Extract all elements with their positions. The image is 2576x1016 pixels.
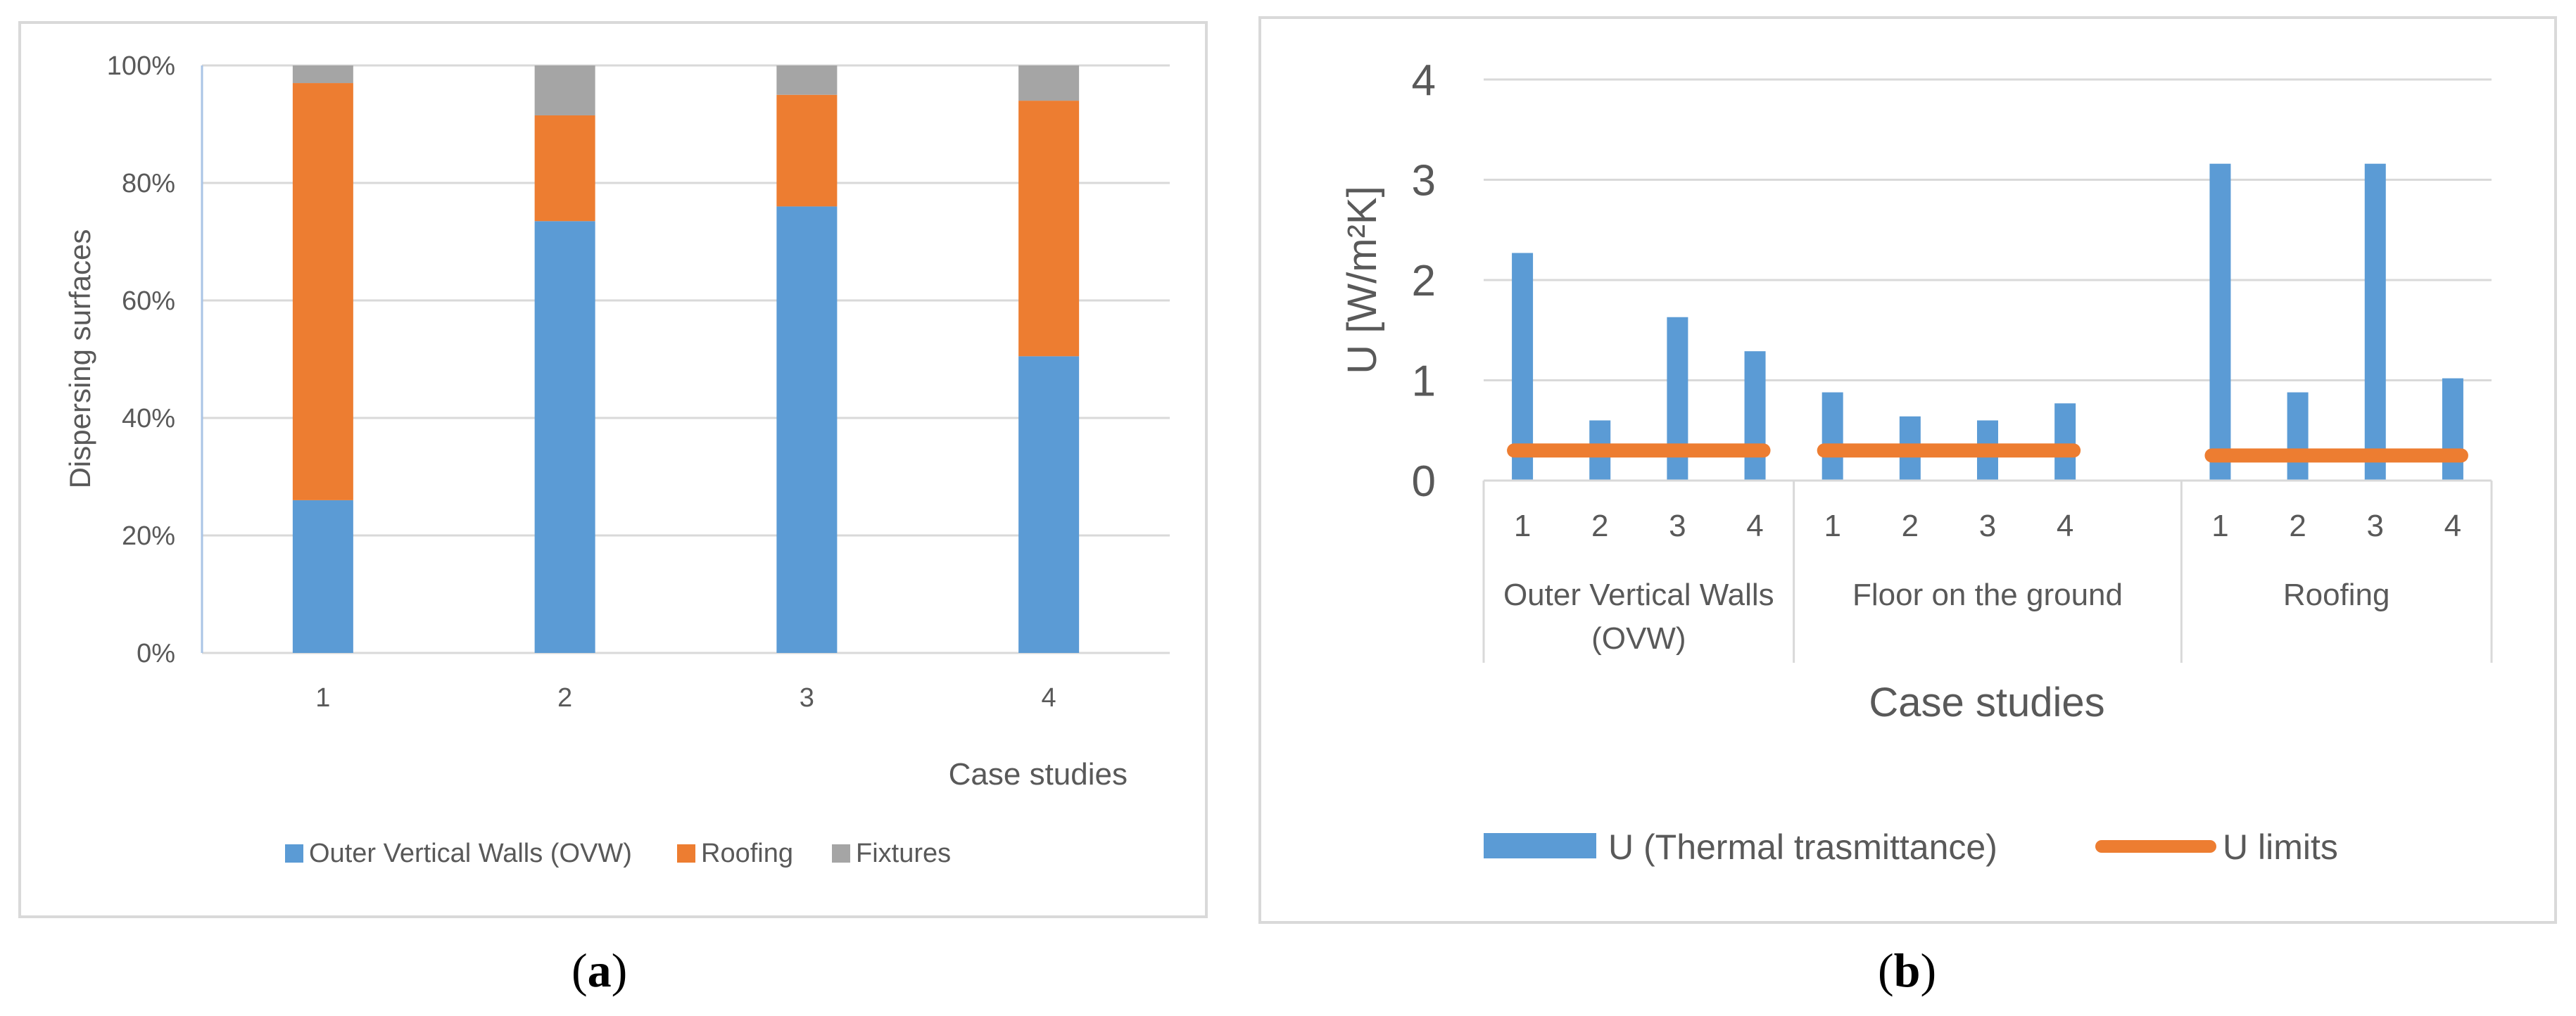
x-tick-label: 1	[315, 683, 330, 713]
u-bar	[2364, 163, 2386, 481]
bar-segment	[1018, 356, 1080, 653]
legend-swatch	[832, 844, 850, 863]
legend-swatch	[285, 844, 303, 863]
y-tick-label: 40%	[122, 404, 175, 433]
x-tick-label: 1	[2211, 509, 2228, 543]
x-tick-label: 3	[1979, 509, 1996, 543]
x-tick-label: 3	[2367, 509, 2384, 543]
x-tick-label: 3	[800, 683, 814, 713]
bar-segment	[534, 65, 595, 115]
x-tick-label: 2	[1902, 509, 1919, 543]
y-tick-label: 3	[1412, 157, 1436, 205]
bar-segment	[776, 94, 838, 207]
x-tick-label: 4	[1042, 683, 1056, 713]
bar-segment	[292, 83, 353, 500]
x-tick-label: 2	[2289, 509, 2306, 543]
x-tick-label: 4	[2444, 509, 2461, 543]
y-tick-label: 0%	[137, 639, 175, 668]
u-bar	[2209, 163, 2231, 481]
u-bar	[1512, 253, 1534, 481]
legend-swatch	[677, 844, 695, 863]
u-bar	[1744, 351, 1766, 481]
bar-segment	[776, 65, 838, 95]
group-label: Roofing	[2283, 578, 2390, 612]
x-tick-label: 4	[1746, 509, 1763, 543]
group-label: Outer Vertical Walls	[1503, 578, 1774, 612]
legend-label: U limits	[2223, 827, 2338, 867]
bar-segment	[534, 115, 595, 222]
bar-segment	[776, 206, 838, 653]
caption-a: (a)	[572, 944, 628, 997]
x-tick-label: 3	[1669, 509, 1686, 543]
y-tick-label: 4	[1412, 56, 1436, 105]
legend-label: Roofing	[701, 839, 793, 868]
y-tick-label: 0	[1412, 457, 1436, 506]
x-tick-label: 4	[2057, 509, 2073, 543]
caption-b: (b)	[1878, 944, 1937, 997]
x-tick-label: 2	[1591, 509, 1608, 543]
legend-swatch	[1484, 833, 1596, 858]
x-tick-label: 2	[557, 683, 572, 713]
u-bar	[2054, 403, 2076, 481]
chart-a-stacked-bar: 0% 20% 40% 60% 80% 100% 1 2 3 4 Case studies Disper…	[63, 51, 1170, 868]
y-tick-label: 80%	[122, 169, 175, 198]
bar-segment	[1018, 101, 1080, 357]
y-axis-title: U [W/m²K]	[1339, 186, 1385, 374]
chart-panel-a	[18, 21, 1208, 918]
u-bar	[2287, 392, 2309, 481]
bar-segment	[1018, 65, 1080, 101]
x-tick-label: 1	[1514, 509, 1531, 543]
group-label: (OVW)	[1591, 621, 1686, 656]
x-axis-title: Case studies	[949, 757, 1128, 792]
legend-label: Fixtures	[856, 839, 951, 868]
x-tick-label: 1	[1824, 509, 1841, 543]
y-tick-label: 2	[1412, 257, 1436, 305]
u-bar	[2442, 378, 2463, 481]
x-axis-title: Case studies	[1869, 680, 2104, 725]
chart-b-grouped-bar: 0 1 2 3 4 1 2 3 4 Outer Vertical Walls (OVW) 1 2 3 4 Fl…	[1339, 56, 2493, 867]
y-axis-title: Dispersing surfaces	[63, 229, 96, 489]
bar-segment	[534, 221, 595, 653]
bar-segment	[292, 500, 353, 653]
u-bar	[1821, 392, 1843, 481]
y-tick-label: 100%	[107, 51, 175, 81]
y-tick-label: 20%	[122, 521, 175, 551]
group-label: Floor on the ground	[1852, 578, 2123, 612]
y-tick-label: 60%	[122, 286, 175, 316]
bar-segment	[292, 65, 353, 84]
y-tick-label: 1	[1412, 357, 1436, 406]
legend-label: Outer Vertical Walls (OVW)	[309, 839, 632, 868]
legend-label: U (Thermal trasmittance)	[1608, 827, 1997, 867]
